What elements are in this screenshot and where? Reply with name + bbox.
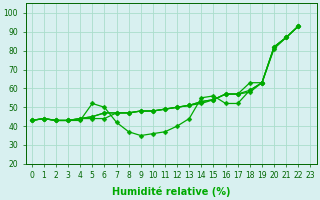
X-axis label: Humidité relative (%): Humidité relative (%) [112, 186, 230, 197]
